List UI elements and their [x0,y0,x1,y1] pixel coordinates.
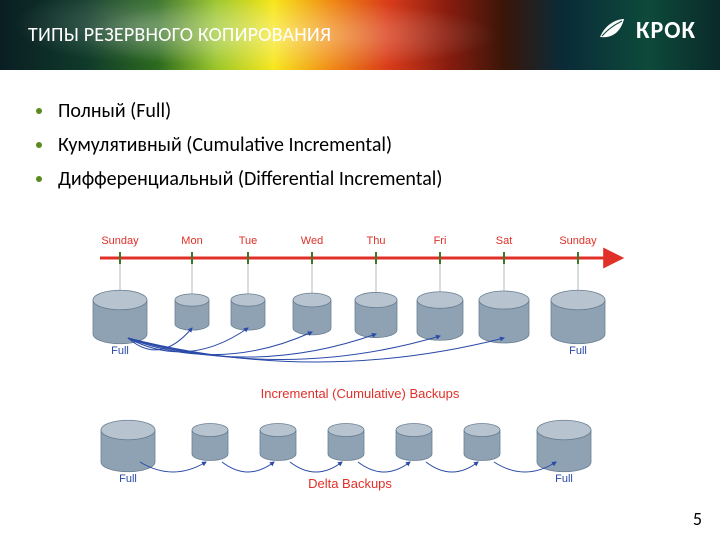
svg-text:Fri: Fri [434,235,447,247]
bullet-list: Полный (Full) Кумулятивный (Cumulative I… [36,94,720,196]
svg-text:Mon: Mon [181,235,202,247]
backup-diagram: Sunday Mon Tue Wed Thu Fri Sat Sunday Full Full In… [80,230,640,510]
svg-text:Thu: Thu [367,235,386,247]
slide-header: ТИПЫ РЕЗЕРВНОГО КОПИРОВАНИЯ КРОК [0,0,720,70]
svg-text:Full: Full [569,345,587,357]
svg-text:Sat: Sat [496,235,513,247]
bullet-item: Полный (Full) [36,94,720,128]
bullet-item: Дифференциальный (Differential Increment… [36,162,720,196]
svg-text:Incremental (Cumulative) Backu: Incremental (Cumulative) Backups [261,386,460,401]
svg-text:Wed: Wed [301,235,323,247]
leaf-icon [598,17,626,45]
svg-text:Full: Full [555,473,573,485]
svg-text:Tue: Tue [239,235,258,247]
svg-text:Sunday: Sunday [559,235,597,247]
logo-text: КРОК [636,16,696,45]
svg-text:Delta Backups: Delta Backups [308,476,392,491]
svg-text:Full: Full [119,473,137,485]
svg-text:Full: Full [111,345,129,357]
svg-text:Sunday: Sunday [101,235,139,247]
bullet-item: Кумулятивный (Cumulative Incremental) [36,128,720,162]
slide-title: ТИПЫ РЕЗЕРВНОГО КОПИРОВАНИЯ [28,23,331,47]
page-number: 5 [693,508,702,530]
company-logo: КРОК [598,16,696,45]
